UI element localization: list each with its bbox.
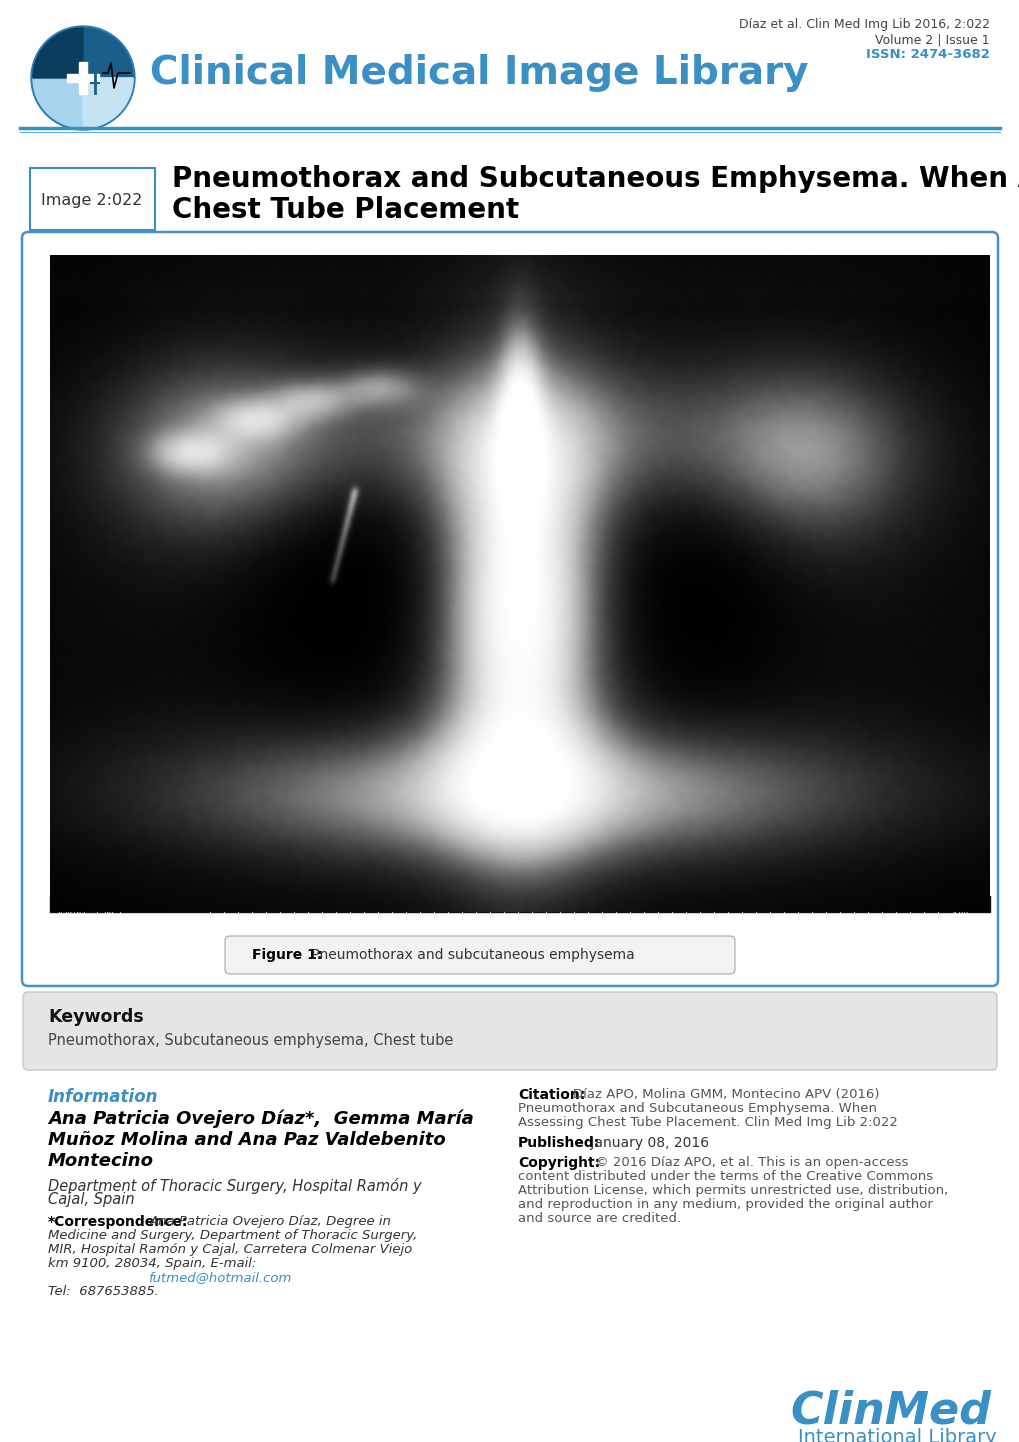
Wedge shape xyxy=(33,27,83,78)
Text: Copyright:: Copyright: xyxy=(518,1156,599,1169)
Text: H. RAMON Y CAJAL: H. RAMON Y CAJAL xyxy=(895,262,981,273)
Text: TORAX PORTATIL: TORAX PORTATIL xyxy=(906,273,981,283)
Circle shape xyxy=(31,26,135,130)
Text: IM: 1001: IM: 1001 xyxy=(944,898,981,908)
Text: Z: 0.50: Z: 0.50 xyxy=(949,862,981,872)
Text: Cajal, Spain: Cajal, Spain xyxy=(48,1193,135,1207)
Bar xyxy=(50,895,989,911)
Text: Figure 1:: Figure 1: xyxy=(252,947,322,962)
Wedge shape xyxy=(33,78,132,128)
Text: Information: Information xyxy=(48,1089,158,1106)
Text: International Library: International Library xyxy=(797,1428,996,1442)
Text: Chest Tube Placement: Chest Tube Placement xyxy=(172,196,519,224)
Text: Medicine and Surgery, Department of Thoracic Surgery,: Medicine and Surgery, Department of Thor… xyxy=(48,1229,417,1242)
Text: Página: 1 de 1: Página: 1 de 1 xyxy=(58,908,122,919)
FancyBboxPatch shape xyxy=(22,232,997,986)
Text: (cm): (cm) xyxy=(951,908,967,916)
Text: ISSN: 2474-3682: ISSN: 2474-3682 xyxy=(865,48,989,61)
Text: © 2016 Díaz APO, et al. This is an open-access: © 2016 Díaz APO, et al. This is an open-… xyxy=(590,1156,908,1169)
Text: Montecino: Montecino xyxy=(48,1152,154,1169)
FancyBboxPatch shape xyxy=(23,992,996,1070)
Text: Díaz APO, Molina GMM, Montecino APV (2016): Díaz APO, Molina GMM, Montecino APV (201… xyxy=(573,1089,878,1102)
Text: Assessing Chest Tube Placement. Clin Med Img Lib 2:022: Assessing Chest Tube Placement. Clin Med… xyxy=(518,1116,897,1129)
Text: C: 2048: C: 2048 xyxy=(949,872,981,881)
Text: km 9100, 28034, Spain, E-mail:: km 9100, 28034, Spain, E-mail: xyxy=(48,1257,256,1270)
Text: S: 1294: S: 1294 xyxy=(949,854,981,862)
Text: A: 4096: A: 4096 xyxy=(949,881,981,890)
Text: Clinical Medical Image Library: Clinical Medical Image Library xyxy=(150,53,808,92)
Text: Muñoz Molina and Ana Paz Valdebenito: Muñoz Molina and Ana Paz Valdebenito xyxy=(48,1131,445,1149)
Text: Pneumothorax and Subcutaneous Emphysema. When: Pneumothorax and Subcutaneous Emphysema.… xyxy=(518,1102,876,1115)
Text: and reproduction in any medium, provided the original author: and reproduction in any medium, provided… xyxy=(518,1198,932,1211)
Text: content distributed under the terms of the Creative Commons: content distributed under the terms of t… xyxy=(518,1169,932,1182)
Bar xyxy=(30,169,155,231)
Text: Comprimida 70:1: Comprimida 70:1 xyxy=(912,890,981,898)
Wedge shape xyxy=(83,78,132,128)
Text: Attribution License, which permits unrestricted use, distribution,: Attribution License, which permits unres… xyxy=(518,1184,948,1197)
Text: Pneumothorax and subcutaneous emphysema: Pneumothorax and subcutaneous emphysema xyxy=(307,947,634,962)
Text: Department of Thoracic Surgery, Hospital Ramón y: Department of Thoracic Surgery, Hospital… xyxy=(48,1178,421,1194)
Text: Volume 2 | Issue 1: Volume 2 | Issue 1 xyxy=(874,33,989,46)
Text: Tel:  687653885.: Tel: 687653885. xyxy=(48,1285,159,1298)
Text: and source are credited.: and source are credited. xyxy=(518,1211,681,1226)
Text: *Correspondence:: *Correspondence: xyxy=(48,1216,189,1229)
Text: Image 2:022: Image 2:022 xyxy=(42,192,143,208)
Bar xyxy=(67,74,99,82)
Text: Díaz et al. Clin Med Img Lib 2016, 2:022: Díaz et al. Clin Med Img Lib 2016, 2:022 xyxy=(739,17,989,30)
Text: January 08, 2016: January 08, 2016 xyxy=(586,1136,708,1151)
Text: Citation:: Citation: xyxy=(518,1089,585,1102)
Text: Ana Patricia Ovejero Díaz, Degree in: Ana Patricia Ovejero Díaz, Degree in xyxy=(150,1216,391,1229)
Bar xyxy=(78,62,87,94)
Text: Published:: Published: xyxy=(518,1136,599,1151)
Text: Keywords: Keywords xyxy=(48,1008,144,1027)
FancyBboxPatch shape xyxy=(225,936,735,973)
Text: Pneumothorax, Subcutaneous emphysema, Chest tube: Pneumothorax, Subcutaneous emphysema, Ch… xyxy=(48,1034,452,1048)
Wedge shape xyxy=(33,27,132,78)
Text: MIR, Hospital Ramón y Cajal, Carretera Colmenar Viejo: MIR, Hospital Ramón y Cajal, Carretera C… xyxy=(48,1243,412,1256)
Text: Pneumothorax and Subcutaneous Emphysema. When Assessing: Pneumothorax and Subcutaneous Emphysema.… xyxy=(172,164,1019,193)
Text: ClinMed: ClinMed xyxy=(790,1390,990,1433)
Text: Ana Patricia Ovejero Díaz*,  Gemma María: Ana Patricia Ovejero Díaz*, Gemma María xyxy=(48,1110,473,1129)
Text: futmed@hotmail.com: futmed@hotmail.com xyxy=(148,1270,291,1283)
